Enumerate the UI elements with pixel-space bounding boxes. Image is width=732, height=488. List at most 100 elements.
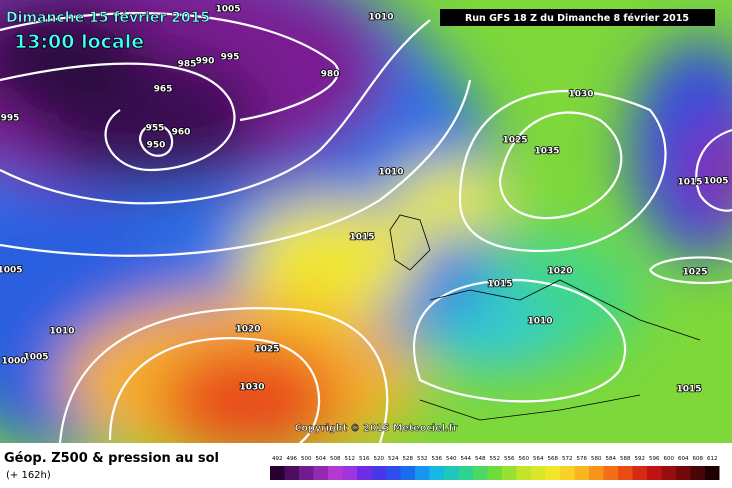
- scale-label: 608: [693, 456, 704, 462]
- color-scale: 492 496 500 504 508 512 516 520 524 528 532 536 540 5…: [270, 456, 720, 480]
- isobar-label: 1020: [235, 325, 260, 335]
- isobar: [498, 111, 623, 220]
- isobar-label: 1010: [368, 13, 393, 23]
- footer-lead: (+ 162h): [6, 470, 51, 481]
- isobar-label: 1035: [534, 147, 559, 157]
- isobar-label: 1010: [378, 168, 403, 178]
- color-swatch: [458, 466, 473, 480]
- isobar-label: 1015: [487, 280, 512, 290]
- scale-label: 520: [374, 456, 385, 462]
- color-swatch: [429, 466, 444, 480]
- isobar: [108, 337, 320, 443]
- isobar: [0, 79, 472, 257]
- color-swatch: [400, 466, 415, 480]
- color-swatch: [313, 466, 328, 480]
- scale-label: 500: [301, 456, 312, 462]
- isobar: [0, 12, 339, 122]
- scale-label: 548: [475, 456, 486, 462]
- scale-label: 556: [504, 456, 515, 462]
- isobar-label: 1025: [254, 345, 279, 355]
- isobar: [649, 256, 732, 285]
- isobar-label: 1025: [682, 268, 707, 278]
- color-swatch: [371, 466, 386, 480]
- scale-label: 536: [432, 456, 443, 462]
- scale-label: 564: [533, 456, 544, 462]
- isobar-label: 965: [154, 85, 173, 95]
- isobar: [695, 128, 732, 212]
- isobar-label: 1005: [0, 266, 23, 276]
- copyright: Copyright © 2015 Meteociel.fr: [295, 423, 458, 434]
- color-swatch: [647, 466, 662, 480]
- color-swatch: [603, 466, 618, 480]
- scale-label: 544: [461, 456, 472, 462]
- color-swatch: [473, 466, 488, 480]
- scale-label: 600: [664, 456, 675, 462]
- isobar: [458, 90, 667, 252]
- color-swatch: [705, 466, 720, 480]
- isobar-label: 1020: [547, 267, 572, 277]
- isobar-label: 1015: [349, 233, 374, 243]
- scale-label: 588: [620, 456, 631, 462]
- run-info: Run GFS 18 Z du Dimanche 8 février 2015: [465, 13, 689, 24]
- color-swatch: [589, 466, 604, 480]
- color-swatch: [386, 466, 401, 480]
- isobar-label: 1015: [677, 178, 702, 188]
- color-swatch: [690, 466, 705, 480]
- scale-label: 580: [591, 456, 602, 462]
- color-swatch: [299, 466, 314, 480]
- scale-label: 516: [359, 456, 370, 462]
- scale-label: 492: [272, 456, 283, 462]
- isobar: [138, 124, 174, 157]
- color-swatch: [342, 466, 357, 480]
- forecast-date: Dimanche 15 février 2015: [6, 10, 210, 26]
- color-swatch: [270, 466, 285, 480]
- color-swatch: [502, 466, 517, 480]
- footer-title: Géop. Z500 & pression au sol: [4, 451, 219, 466]
- color-swatch: [560, 466, 575, 480]
- scale-label: 596: [649, 456, 660, 462]
- isobar-label: 950: [147, 141, 166, 151]
- isobar-label: 985: [178, 60, 197, 70]
- scale-label: 572: [562, 456, 573, 462]
- scale-label: 540: [446, 456, 457, 462]
- isobar-label: 1005: [23, 353, 48, 363]
- scale-label: 604: [678, 456, 689, 462]
- color-swatch: [531, 466, 546, 480]
- color-swatch: [415, 466, 430, 480]
- isobar-label: 980: [321, 70, 340, 80]
- isobar-label: 1015: [676, 385, 701, 395]
- scale-label: 512: [345, 456, 356, 462]
- scale-label: 584: [606, 456, 617, 462]
- scale-label: 576: [577, 456, 588, 462]
- scale-label: 504: [316, 456, 327, 462]
- isobar-label: 990: [196, 57, 215, 67]
- color-swatch: [444, 466, 459, 480]
- scale-label: 592: [635, 456, 646, 462]
- isobar-label: 1005: [703, 177, 728, 187]
- color-swatch: [284, 466, 299, 480]
- forecast-time: 13:00 locale: [14, 31, 144, 53]
- scale-label: 508: [330, 456, 341, 462]
- scale-label: 528: [403, 456, 414, 462]
- coastline: [389, 214, 701, 421]
- isobar-label: 1000: [1, 357, 26, 367]
- isobar: [0, 62, 236, 172]
- isobar-label: 955: [146, 124, 165, 134]
- scale-label: 532: [417, 456, 428, 462]
- color-swatch: [328, 466, 343, 480]
- color-swatch: [632, 466, 647, 480]
- scale-label: 552: [490, 456, 501, 462]
- color-swatch: [487, 466, 502, 480]
- color-swatch: [516, 466, 531, 480]
- isobar: [0, 19, 431, 205]
- scale-label: 612: [707, 456, 718, 462]
- scale-label: 568: [548, 456, 559, 462]
- color-swatch: [357, 466, 372, 480]
- run-box: [440, 9, 715, 26]
- isobar-label: 960: [172, 128, 191, 138]
- isobar-label: 995: [221, 53, 240, 63]
- isobar: [58, 307, 389, 443]
- scale-label: 560: [519, 456, 530, 462]
